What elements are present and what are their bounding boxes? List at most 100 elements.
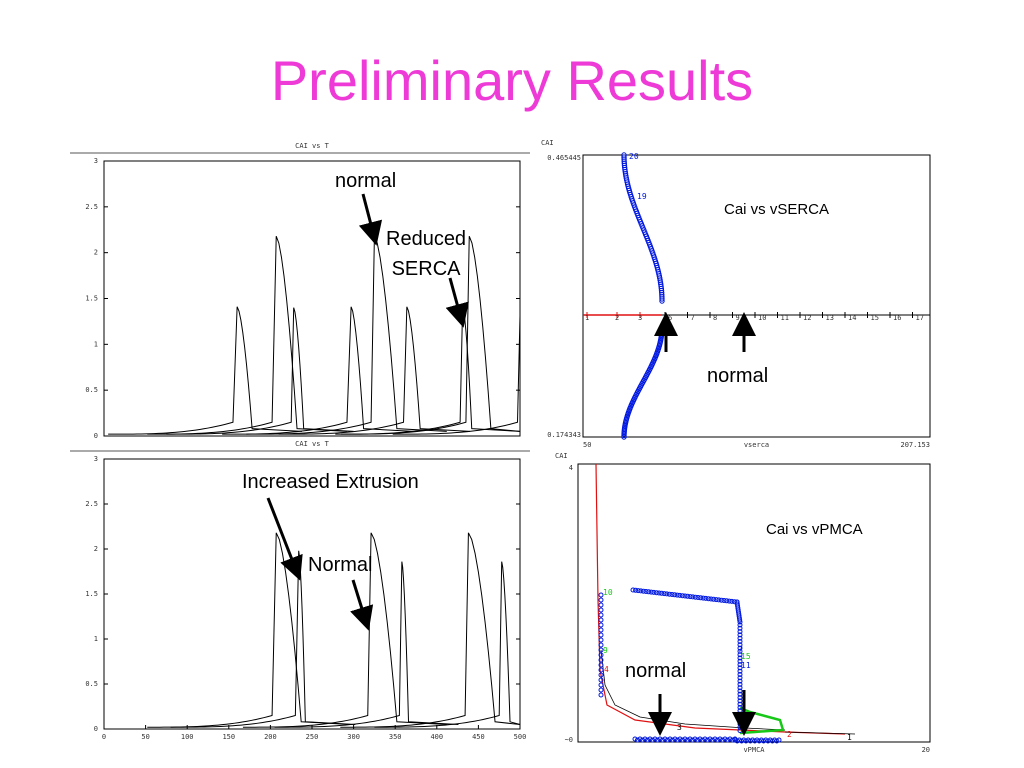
x-axis-label: vPMCA: [743, 746, 765, 754]
data-point: [680, 737, 685, 743]
series-line: [246, 235, 447, 435]
data-point: [653, 590, 659, 596]
data-point: [598, 607, 604, 613]
series-line: [374, 561, 521, 728]
data-point: [648, 589, 654, 595]
point-label: 15: [741, 652, 751, 661]
data-point: [598, 662, 604, 668]
y-max-label: 0.465445: [547, 154, 581, 162]
data-point: [716, 597, 722, 603]
point-label: 10: [603, 588, 613, 597]
data-point: [669, 592, 675, 597]
point-label: 4: [604, 665, 609, 674]
data-point: [726, 598, 732, 604]
data-point: [598, 627, 604, 633]
point-label: 1: [847, 733, 852, 742]
x-max-label: 20: [922, 746, 930, 754]
point-label: 19: [637, 192, 647, 201]
data-point: [682, 593, 688, 599]
data-point: [737, 662, 743, 668]
data-point: [737, 691, 743, 697]
x-max-label: 207.153: [900, 441, 930, 449]
data-point: [690, 737, 695, 743]
data-point: [662, 736, 668, 742]
annotation-cai-vs-vserca: Cai vs vSERCA: [724, 201, 830, 218]
axis-black-label: 15: [871, 314, 879, 322]
data-point: [737, 688, 743, 694]
data-point: [724, 598, 730, 604]
y-min-label: 0.174343: [547, 431, 581, 439]
axis-red-label: 1: [585, 314, 589, 322]
data-point: [598, 632, 604, 638]
data-point: [659, 296, 665, 302]
data-point: [598, 647, 604, 653]
data-point: [737, 632, 743, 638]
data-point: [657, 736, 663, 742]
series-black-tail: [784, 731, 856, 735]
data-point: [598, 602, 604, 608]
data-point: [702, 736, 708, 742]
annotation-normal-top-left: normal: [335, 170, 397, 192]
data-point: [700, 737, 705, 743]
y-tick-label: 1.5: [85, 590, 98, 598]
axis-black-label: 11: [781, 314, 789, 322]
data-point: [675, 737, 680, 743]
y-tick-label: 1: [94, 340, 98, 348]
axis-red-label: 3: [638, 314, 642, 322]
y-axis-label: CAI: [555, 452, 568, 460]
data-point: [598, 692, 604, 698]
data-point: [697, 736, 703, 742]
data-point: [677, 592, 683, 598]
data-point: [656, 590, 662, 596]
data-point: [665, 737, 670, 743]
data-point: [598, 687, 604, 693]
data-point: [737, 645, 743, 651]
chart-top-left-svg: CAI vs T 0 0.5 1 1.5 2 2.5 3: [70, 142, 530, 440]
arrow-increased-extrusion: [266, 497, 303, 581]
data-point: [598, 592, 604, 598]
data-point: [685, 737, 690, 743]
data-point: [710, 737, 715, 743]
axis-black-label: 10: [758, 314, 766, 322]
x-tick-label: 200: [264, 733, 277, 741]
x-tick-label: 150: [222, 733, 235, 741]
data-point: [598, 677, 604, 683]
data-point: [660, 737, 665, 743]
x-tick-label: 500: [514, 733, 527, 741]
y-tick-label: 2.5: [85, 203, 98, 211]
data-point: [737, 655, 743, 661]
point-label: 9: [603, 646, 608, 655]
data-point: [712, 736, 718, 742]
data-point: [776, 737, 782, 743]
data-point: [687, 736, 693, 742]
data-point: [667, 736, 673, 742]
data-point: [598, 682, 604, 688]
series-line: [274, 561, 459, 728]
axis-black-label: 12: [803, 314, 811, 322]
data-point: [598, 667, 604, 673]
y-tick-label: 2: [94, 249, 98, 257]
data-point: [598, 672, 604, 678]
y-tick-label: 0: [94, 432, 98, 440]
data-point: [692, 736, 698, 742]
data-point: [643, 589, 649, 594]
data-point: [638, 588, 644, 594]
x-tick-label: 300: [347, 733, 360, 741]
data-point: [651, 589, 657, 595]
data-point: [721, 598, 727, 603]
data-point: [640, 737, 645, 743]
data-point: [737, 685, 743, 691]
data-point: [659, 590, 665, 596]
data-point: [717, 736, 723, 742]
data-point: [598, 642, 604, 648]
data-point: [647, 736, 653, 742]
y-tick-label: 0.5: [85, 386, 98, 394]
point-label: 3: [677, 723, 682, 732]
y-tick-label: 2: [94, 545, 98, 553]
data-point: [737, 617, 743, 623]
data-point: [679, 593, 685, 599]
data-point: [630, 587, 636, 593]
data-point: [715, 737, 720, 743]
